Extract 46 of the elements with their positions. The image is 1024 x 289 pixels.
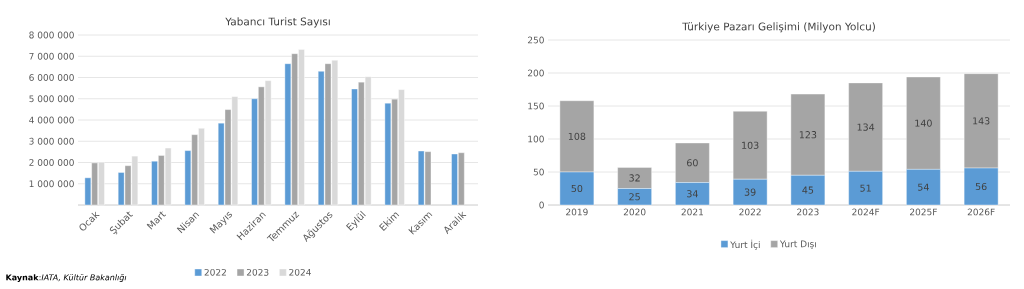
x-tick-label: 2022 [739,208,761,216]
data-label: 34 [687,190,698,198]
y-tick-label: 100 [528,135,544,143]
data-label: 134 [857,123,875,131]
data-label: 51 [860,184,871,192]
legend-label: Yurt İçi [730,239,760,250]
data-label: 140 [915,119,932,127]
chart-title: Yabancı Turist Sayısı [225,17,330,28]
x-tick-label: 2024F [852,208,880,216]
y-tick-label: 6 000 000 [29,74,74,81]
data-label: 45 [802,186,814,194]
legend-label: 2022 [204,268,226,276]
y-tick-label: 50 [533,168,544,176]
y-tick-label: 150 [528,102,544,110]
data-label: 32 [629,174,640,182]
x-tick-label: 2020 [623,208,646,216]
data-label: 103 [742,141,759,149]
y-tick-label: 3 000 000 [29,137,74,145]
y-tick-label: 1 000 000 [29,180,74,188]
y-tick-label: 5 000 000 [29,95,74,103]
data-label: 60 [687,159,698,167]
data-label: 25 [629,193,640,201]
y-tick-label: 250 [527,36,544,44]
y-tick-label: 0 [539,201,544,209]
x-tick-label: 2025F [910,208,937,216]
data-label: 108 [568,132,586,140]
legend-label: 2024 [289,268,311,276]
legend-label: 2023 [246,268,269,276]
x-tick-label: 2023 [797,208,819,216]
chart-title: Türkiye Pazarı Gelişimi (Milyon Yolcu) [682,22,875,33]
data-label: 39 [744,188,756,196]
data-label: 50 [571,184,583,193]
x-tick-label: 2021 [681,208,703,216]
y-tick-label: 4 000 000 [29,116,74,124]
text: Kaynak:IATA, Kültür Bakanlığı [6,274,127,282]
data-label: 54 [918,183,929,191]
x-tick-label: 2026F [967,208,995,216]
y-tick-label: 200 [527,69,544,77]
data-label: 123 [799,131,817,139]
y-tick-label: 7 000 000 [29,52,74,60]
x-tick-label: 2019 [566,208,588,216]
y-tick-label: 8 000 000 [29,31,74,39]
data-label: 143 [973,117,990,125]
data-label: 56 [975,182,987,191]
y-tick-label: 2 000 000 [29,159,74,166]
legend-label: Yurt Dışı [779,240,816,249]
